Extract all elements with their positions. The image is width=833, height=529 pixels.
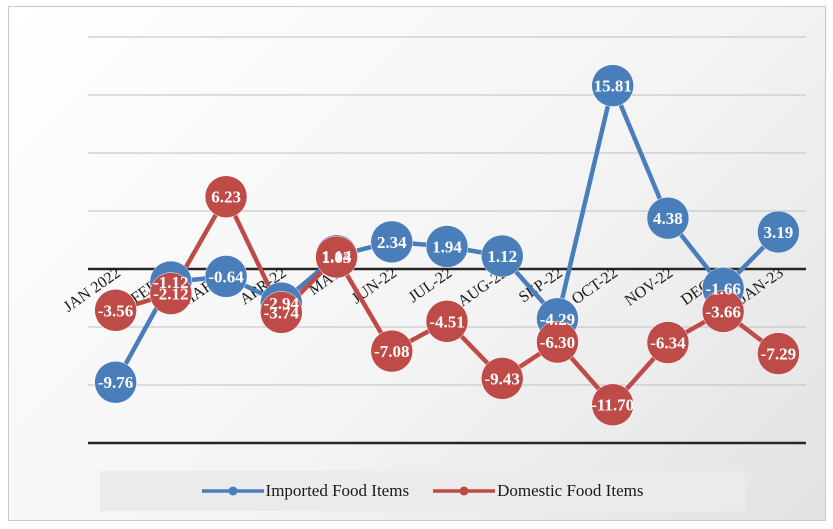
imported-data-label: 2.34 xyxy=(377,233,407,252)
imported-data-label: 4.38 xyxy=(653,209,683,228)
x-tick-label: JUN-22 xyxy=(349,264,400,307)
imported-data-label: -4.29 xyxy=(540,310,575,329)
gridlines xyxy=(88,36,806,445)
domestic-marker xyxy=(260,291,303,334)
imported-data-label: 15.81 xyxy=(594,77,632,96)
x-tick-label: OCT-22 xyxy=(569,264,621,308)
data-markers: -9.76 -1.12 -0.64 -2.94 1.14 2.34 1.94 1.12 -4.2… xyxy=(94,64,800,426)
imported-data-label: -1.66 xyxy=(705,279,740,298)
imported-data-label: 3.19 xyxy=(764,223,794,242)
legend: Imported Food Items Domestic Food Items xyxy=(100,471,745,511)
imported-data-label: 1.12 xyxy=(487,247,517,266)
domestic-marker xyxy=(425,300,469,343)
imported-data-label: -9.76 xyxy=(98,373,133,392)
imported-marker xyxy=(425,225,469,268)
domestic-data-label: -7.29 xyxy=(761,345,796,364)
domestic-data-label: -7.08 xyxy=(374,342,409,361)
legend-swatch-imported xyxy=(201,486,264,496)
domestic-data-label: -3.66 xyxy=(705,302,740,321)
x-tick-label: NOV-22 xyxy=(622,264,676,309)
domestic-data-label: -6.34 xyxy=(650,334,686,353)
domestic-marker xyxy=(480,357,524,400)
domestic-data-label: -3.74 xyxy=(264,303,300,322)
domestic-data-label: -11.70 xyxy=(591,396,634,415)
domestic-marker xyxy=(94,289,137,332)
domestic-marker xyxy=(149,272,193,315)
imported-marker xyxy=(204,255,248,298)
imported-marker xyxy=(757,210,800,254)
domestic-data-label: 1.03 xyxy=(322,248,352,267)
domestic-data-label: -4.51 xyxy=(429,312,464,331)
domestic-data-label: 6.23 xyxy=(211,188,241,207)
domestic-data-label: -2.12 xyxy=(153,285,188,304)
legend-item-imported: Imported Food Items xyxy=(201,481,410,501)
legend-label-imported: Imported Food Items xyxy=(265,481,410,500)
domestic-data-label: -6.30 xyxy=(540,333,575,352)
imported-marker xyxy=(480,234,524,278)
legend-item-domestic: Domestic Food Items xyxy=(433,481,643,501)
imported-marker xyxy=(591,64,634,107)
domestic-data-label: -9.43 xyxy=(485,369,520,388)
legend-swatch-domestic xyxy=(433,486,496,496)
chart-frame xyxy=(8,6,826,521)
domestic-marker xyxy=(701,290,745,333)
x-tick-label: JUL-22 xyxy=(405,264,455,306)
domestic-marker xyxy=(315,235,358,279)
imported-data-label: -2.94 xyxy=(264,294,300,313)
imported-marker xyxy=(646,196,690,240)
domestic-marker xyxy=(370,329,414,373)
domestic-marker xyxy=(204,175,248,218)
domestic-marker xyxy=(536,320,579,364)
imported-marker xyxy=(94,360,137,404)
domestic-marker xyxy=(591,383,634,426)
domestic-data-label: -3.56 xyxy=(98,301,133,320)
domestic-marker xyxy=(757,332,800,375)
domestic-marker xyxy=(646,321,690,364)
imported-marker xyxy=(370,220,414,264)
legend-label-domestic: Domestic Food Items xyxy=(497,481,644,500)
imported-data-label: -1.12 xyxy=(153,273,188,292)
imported-data-label: 1.94 xyxy=(432,237,462,256)
imported-data-label: -0.64 xyxy=(208,267,244,286)
imported-data-label: 1.14 xyxy=(322,247,352,266)
